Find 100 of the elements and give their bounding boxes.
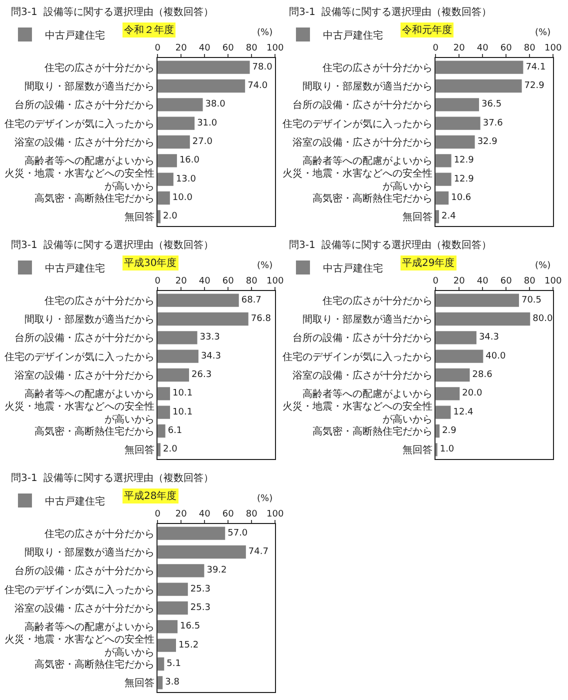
bar — [436, 294, 519, 307]
y-tick-label: 浴室の設備・広さが十分だから — [292, 370, 433, 382]
y-tick-label: 住宅の広さが十分だから — [322, 62, 433, 74]
legend-label: 中古戸建住宅 — [322, 262, 383, 274]
data-label: 74.7 — [248, 547, 268, 557]
y-tick-label: 高気密・高断熱住宅だから — [312, 426, 433, 438]
chart-subtitle: 平成30年度 — [124, 257, 177, 269]
y-tick-label: 台所の設備・広さが十分だから — [14, 565, 155, 578]
chart-title: 問3-1 設備等に関する選択理由（複数回答） — [11, 6, 214, 18]
x-tick-label: 0 — [432, 276, 439, 286]
y-tick-label: 無回答 — [124, 444, 155, 456]
legend-label: 中古戸建住宅 — [44, 495, 105, 508]
x-tick-label: 0 — [154, 43, 161, 54]
chart-title: 問3-1 設備等に関する選択理由（複数回答） — [11, 239, 214, 251]
bar — [158, 424, 166, 438]
x-tick-label: 20 — [453, 276, 466, 286]
bar — [158, 582, 188, 596]
y-tick-label: 台所の設備・広さが十分だから — [14, 332, 155, 344]
y-tick-label: 無回答 — [402, 211, 433, 224]
x-tick-label: 80 — [246, 43, 258, 54]
bar — [158, 135, 190, 149]
data-label: 12.9 — [454, 156, 474, 166]
bar — [158, 368, 190, 382]
y-tick-label: 間取り・部屋数が適当だから — [302, 314, 433, 326]
data-label: 39.2 — [206, 566, 227, 576]
x-axis-title: (%) — [535, 261, 551, 271]
bar — [158, 564, 204, 578]
y-tick-label: 住宅のデザインが気に入ったから — [4, 118, 155, 130]
data-label: 36.5 — [482, 100, 502, 110]
bar — [436, 154, 452, 168]
x-tick-label: 0 — [154, 276, 161, 286]
x-tick-label: 100 — [266, 43, 284, 54]
x-tick-label: 60 — [222, 509, 234, 520]
bar — [436, 406, 451, 419]
data-label: 74.1 — [526, 62, 546, 72]
x-tick-label: 40 — [198, 43, 211, 54]
y-tick-label: 住宅のデザインが気に入ったから — [282, 350, 433, 363]
y-tick-label: 高気密・高断熱住宅だから — [34, 658, 155, 670]
x-tick-label: 40 — [476, 276, 489, 286]
x-tick-label: 80 — [524, 276, 536, 286]
data-label: 57.0 — [228, 528, 248, 538]
bar — [158, 79, 246, 93]
chart-title: 問3-1 設備等に関する選択理由（複数回答） — [289, 239, 492, 251]
bar — [158, 406, 170, 419]
x-tick-label: 60 — [500, 276, 512, 286]
y-tick-label: 高齢者等への配慮がよいから — [24, 388, 155, 400]
bar — [158, 172, 174, 186]
bar — [436, 368, 470, 382]
chart-subtitle: 令和元年度 — [402, 24, 452, 36]
x-tick-label: 20 — [175, 43, 188, 54]
data-label: 2.4 — [441, 212, 456, 222]
y-tick-label: 高齢者等への配慮がよいから — [24, 621, 155, 634]
data-label: 74.0 — [248, 81, 268, 91]
y-tick-label: 浴室の設備・広さが十分だから — [14, 370, 155, 382]
x-tick-label: 0 — [432, 43, 439, 54]
x-tick-label: 60 — [222, 276, 234, 286]
bar — [436, 191, 449, 205]
bar — [158, 312, 248, 326]
y-tick-label: 住宅のデザインが気に入ったから — [282, 118, 433, 130]
x-tick-label: 100 — [266, 509, 284, 520]
bar — [436, 79, 522, 93]
y-tick-label: 間取り・部屋数が適当だから — [302, 80, 433, 92]
bar — [158, 545, 246, 559]
y-tick-label: 台所の設備・広さが十分だから — [292, 99, 433, 112]
bar — [158, 331, 198, 344]
bar — [158, 154, 177, 168]
bar — [158, 676, 163, 690]
y-tick-label: 高気密・高断熱住宅だから — [34, 426, 155, 438]
data-label: 38.0 — [205, 100, 226, 110]
bar — [436, 116, 480, 130]
data-label: 72.9 — [524, 81, 545, 91]
y-tick-label: 高齢者等への配慮がよいから — [24, 155, 155, 168]
data-label: 25.3 — [190, 584, 210, 594]
y-tick-label: 高気密・高断熱住宅だから — [34, 192, 155, 204]
y-tick-label: 間取り・部屋数が適当だから — [24, 314, 155, 326]
data-label: 40.0 — [486, 351, 506, 362]
bar — [436, 331, 476, 344]
bar — [436, 210, 439, 224]
y-tick-label: 間取り・部屋数が適当だから — [24, 80, 155, 92]
data-label: 15.2 — [178, 640, 199, 650]
bar — [158, 116, 195, 130]
x-tick-label: 40 — [476, 43, 489, 54]
bar — [158, 387, 170, 400]
data-label: 10.1 — [172, 388, 193, 399]
data-label: 2.0 — [163, 212, 178, 222]
bar — [436, 172, 452, 186]
data-label: 10.0 — [172, 193, 193, 203]
x-tick-label: 20 — [175, 509, 188, 520]
bar — [436, 350, 484, 363]
y-tick-label: 住宅の広さが十分だから — [322, 294, 433, 307]
x-axis-title: (%) — [257, 494, 273, 504]
bar — [436, 98, 480, 112]
y-tick-label: 火災・地震・水害などへの安全性が高いから — [282, 400, 433, 426]
chart-subtitle: 平成29年度 — [402, 257, 455, 269]
y-tick-label: 高気密・高断熱住宅だから — [312, 192, 433, 204]
y-tick-label: 台所の設備・広さが十分だから — [14, 99, 155, 112]
bar — [158, 638, 176, 652]
data-label: 27.0 — [192, 137, 213, 147]
data-label: 76.8 — [250, 314, 272, 324]
bar — [158, 60, 250, 74]
